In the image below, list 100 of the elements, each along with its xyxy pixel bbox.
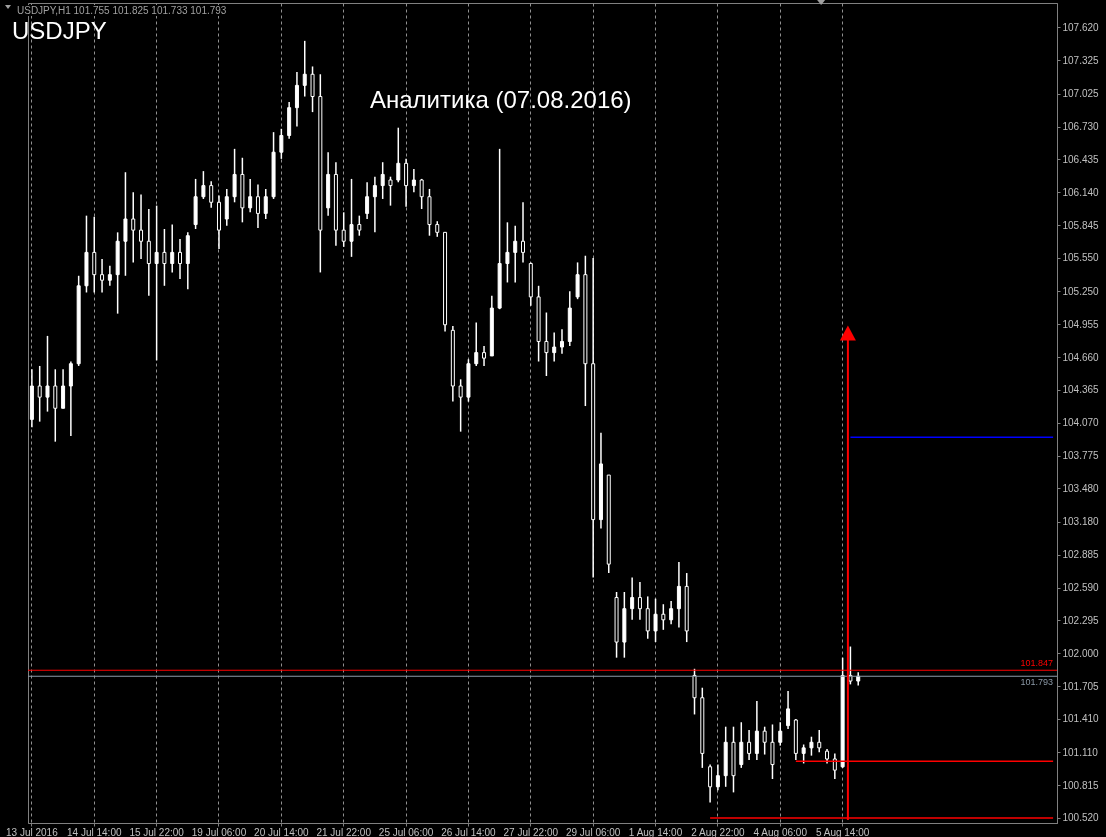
candlestick [131,191,136,264]
candlestick [170,223,175,274]
y-tick-label: 100.815 [1062,779,1100,791]
candlestick [661,603,666,631]
y-tick-label: 107.325 [1062,54,1100,66]
candlestick [302,40,307,98]
candlestick [372,175,377,234]
candlestick [809,735,814,757]
candlestick [310,65,315,113]
ref-line-label: 101.847 [1020,658,1054,669]
candlestick [653,597,658,643]
y-tick-label: 102.590 [1062,582,1100,594]
y-tick-label: 100.520 [1062,812,1100,824]
candlestick [832,752,837,780]
candlestick [201,170,206,200]
candlestick [357,214,362,237]
candlestick [53,368,58,443]
y-tick-label: 104.660 [1062,351,1100,363]
candlestick [255,183,260,229]
x-tick-label: 20 Jul 14:00 [254,826,310,837]
candlestick [37,365,42,423]
candlestick [411,168,416,194]
x-tick-label: 13 Jul 2016 [6,826,59,837]
candlestick [552,331,557,363]
y-tick-label: 102.295 [1062,614,1100,626]
y-tick-label: 104.070 [1062,417,1100,429]
y-tick-label: 103.480 [1062,482,1100,494]
candlestick [762,725,767,756]
y-tick-label: 101.705 [1062,680,1100,692]
candlestick [388,175,393,207]
annotation: USDJPY,H1 101.755 101.825 101.733 101.793 [15,5,229,16]
candlestick [248,178,253,214]
y-tick-label: 104.365 [1062,384,1100,396]
candlestick [848,645,853,686]
x-tick-label: 15 Jul 22:00 [129,826,185,837]
y-tick-label: 105.250 [1062,285,1100,297]
candlestick [100,258,105,294]
candlestick [146,208,151,297]
candlestick [505,221,510,284]
candlestick [637,581,642,621]
candlestick [139,193,144,260]
y-tick-label: 106.140 [1062,186,1100,198]
candlestick [817,729,822,754]
y-tick-label: 101.410 [1062,713,1100,725]
candlestick [45,335,50,413]
ref-line-label: 101.793 [1020,677,1054,688]
text: Аналитика (07.08.2016) [370,86,632,114]
candlestick [396,126,401,183]
x-tick-label: 19 Jul 06:00 [191,826,247,837]
x-tick-label: 2 Aug 22:00 [691,826,746,837]
candlestick [801,743,806,765]
y-tick-label: 103.775 [1062,450,1100,462]
candlestick [68,360,73,437]
candlestick [341,211,346,248]
x-tick-label: 25 Jul 06:00 [378,826,434,837]
candlestick [107,265,112,287]
y-tick-label: 102.000 [1062,647,1100,659]
x-tick-label: 27 Jul 22:00 [503,826,559,837]
candlestick [645,595,650,640]
candlestick [544,311,549,377]
candlestick [778,721,783,747]
candlestick [380,161,385,200]
candlestick [279,128,284,160]
x-tick-label: 26 Jul 14:00 [441,826,497,837]
x-tick-label: 4 Aug 06:00 [753,826,808,837]
x-tick-label: 1 Aug 14:00 [628,826,683,837]
candlestick [754,700,759,761]
candlestick [559,328,564,355]
y-tick-label: 107.025 [1062,88,1100,100]
candlestick [513,224,518,284]
y-tick-label: 104.955 [1062,318,1100,330]
candlestick [482,345,487,367]
text: USDJPY [12,17,107,45]
y-tick-label: 105.845 [1062,219,1100,231]
candlestick [630,576,635,621]
candlestick [232,148,237,204]
candlestick [209,180,214,209]
candlestick [715,763,720,791]
candlestick [123,171,128,277]
candlestick [770,723,775,780]
y-tick-label: 105.550 [1062,252,1100,264]
candlestick [92,216,97,294]
x-tick-label: 14 Jul 14:00 [67,826,122,837]
candlestick [224,188,229,227]
y-tick-label: 102.885 [1062,549,1100,561]
candlestick [708,763,713,804]
y-tick-label: 101.110 [1062,746,1099,758]
y-tick-label: 106.730 [1062,121,1100,133]
candlestick [162,228,167,287]
candlestick [61,368,66,410]
candlestick [474,321,479,367]
candlestick [349,178,354,258]
candlestick [786,690,791,730]
x-tick-label: 5 Aug 14:00 [815,826,870,837]
candlestick [263,188,268,220]
candlestick [178,238,183,280]
x-tick-label: 21 Jul 22:00 [316,826,372,837]
y-tick-label: 107.620 [1062,21,1100,33]
y-tick-label: 106.435 [1062,153,1100,165]
candlestick [669,600,674,626]
